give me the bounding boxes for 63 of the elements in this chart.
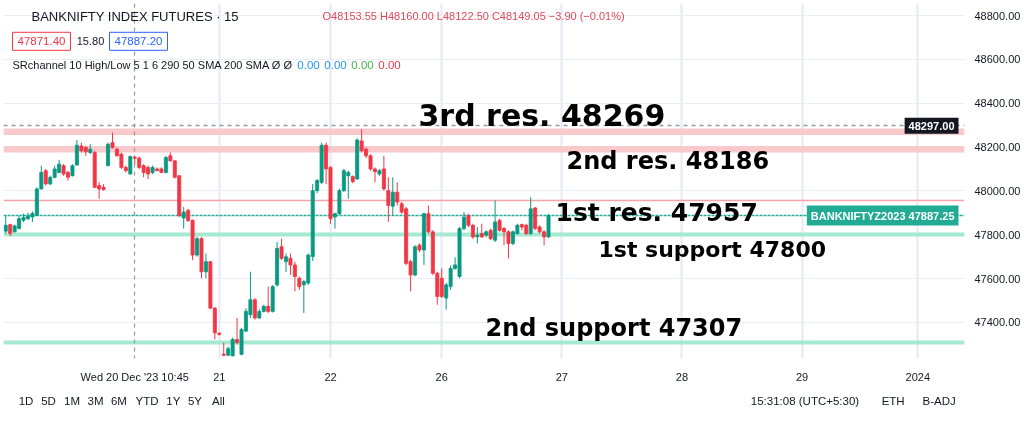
x-tick-label: 22 — [324, 370, 337, 383]
candlestick — [346, 170, 351, 200]
candlestick — [181, 206, 186, 230]
candlestick — [359, 128, 364, 154]
y-tick-label: 47600.00 — [974, 272, 1021, 285]
text: 15:31:08 (UTC+5:30) — [750, 394, 860, 407]
ref-line-label: 1st res. 47957 — [555, 197, 758, 227]
text: B-ADJ — [922, 394, 956, 407]
y-tick-label: 48800.00 — [974, 9, 1021, 22]
candlestick — [195, 236, 199, 258]
candlestick — [390, 176, 395, 216]
text: 1M — [64, 394, 81, 407]
text: 5Y — [187, 394, 203, 407]
y-tick-label: 48600.00 — [974, 53, 1021, 66]
band-label: 3rd res. 48269 — [418, 98, 666, 134]
candlestick — [279, 238, 284, 261]
annotation: O48153.55 H48160.00 L48122.50 C48149.05 −3.90 (−0.01%) — [322, 10, 625, 23]
y-tick-label: 48400.00 — [974, 97, 1021, 110]
chart-title: BANKNIFTY INDEX FUTURES · 15 — [31, 8, 239, 24]
x-tick-label: Wed 20 Dec '23 10:45 — [80, 370, 189, 383]
annotation: SRchannel 10 High/Low 5 1 6 290 50 SMA 200 SMA Ø Ø — [12, 59, 293, 72]
ref-line-label: 48297.00 — [908, 119, 955, 132]
ref-line-label: BANKNIFTYZ2023 47887.25 — [810, 209, 955, 222]
y-tick-label: 48000.00 — [974, 184, 1021, 197]
candlestick — [546, 213, 551, 239]
text: All — [212, 394, 225, 407]
annotation: 15.80 — [76, 35, 105, 48]
text: 6M — [110, 394, 127, 407]
candlestick — [235, 317, 240, 345]
text: 5D — [41, 394, 56, 407]
candlestick — [284, 253, 288, 273]
annotation: 47871.40 — [17, 35, 66, 48]
ref-line-label: 1st support 47800 — [598, 237, 827, 263]
annotation: 0.00 — [297, 59, 320, 72]
y-tick-label: 47400.00 — [974, 316, 1021, 329]
annotation: 0.00 — [378, 59, 401, 72]
candlestick — [3, 214, 8, 235]
text: YTD — [135, 394, 159, 407]
annotation: 47887.20 — [114, 35, 163, 48]
y-tick-label: 48200.00 — [974, 141, 1021, 154]
x-tick-label: 2024 — [905, 370, 931, 383]
annotation: 0.00 — [351, 59, 374, 72]
x-tick-label: 27 — [555, 370, 568, 383]
x-tick-label: 21 — [213, 370, 226, 383]
candlestick — [230, 337, 235, 357]
text: 3M — [87, 394, 104, 407]
text: 1D — [18, 394, 34, 407]
annotation: 0.00 — [324, 59, 347, 72]
text: ETH — [881, 394, 905, 407]
band-label: 2nd res. 48186 — [566, 147, 770, 176]
candlestick — [203, 253, 208, 279]
candlestick — [506, 229, 511, 259]
y-tick-label: 47800.00 — [974, 228, 1021, 241]
x-tick-label: 28 — [675, 370, 689, 383]
candlestick — [439, 267, 444, 299]
candlestick — [252, 297, 257, 321]
candlestick — [533, 206, 538, 231]
candlestick — [266, 286, 271, 314]
text: 1Y — [166, 394, 181, 407]
ref-line-label: 2nd support 47307 — [485, 313, 743, 342]
x-tick-label: 29 — [795, 370, 809, 383]
candlestick — [493, 200, 498, 243]
x-tick-label: 26 — [435, 370, 448, 383]
